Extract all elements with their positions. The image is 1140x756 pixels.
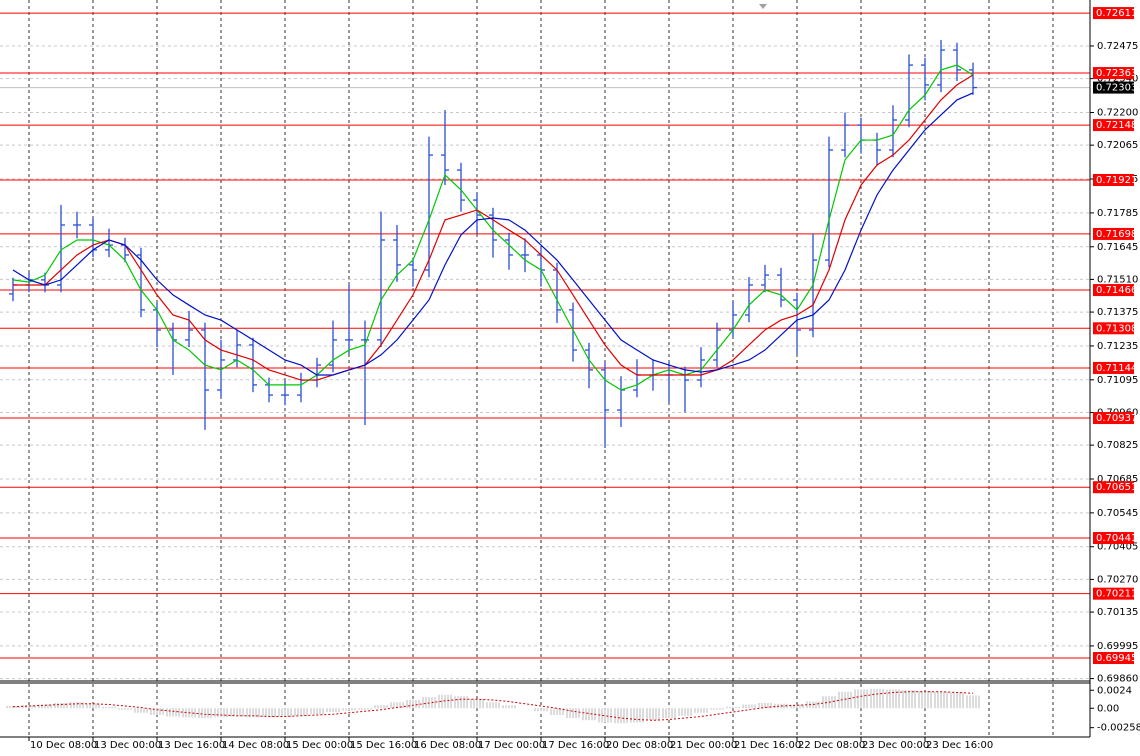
- y-tick-label: 0.72065: [1097, 140, 1138, 151]
- x-tick-label: 21 Dec 16:00: [734, 740, 801, 751]
- last-price-label: 0.72303: [1096, 83, 1137, 94]
- level-label-box: [1093, 227, 1134, 240]
- x-tick-label: 13 Dec 00:00: [94, 740, 161, 751]
- x-tick-label: 23 Dec 16:00: [926, 740, 993, 751]
- level-label: 0.70651: [1096, 482, 1137, 493]
- level-label-box: [1093, 361, 1134, 374]
- last-price-box: [1093, 81, 1134, 94]
- y-tick-label: -0.002586: [1097, 723, 1140, 734]
- level-label: 0.72148: [1096, 120, 1137, 131]
- y-tick-label: 0.71375: [1097, 307, 1138, 318]
- level-label: 0.71144: [1096, 363, 1137, 374]
- level-label: 0.72363: [1096, 68, 1137, 79]
- x-tick-label: 21 Dec 00:00: [670, 740, 737, 751]
- x-tick-label: 20 Dec 08:00: [606, 740, 673, 751]
- level-label: 0.70937: [1096, 413, 1137, 424]
- level-label: 0.71698: [1096, 229, 1137, 240]
- moving-average: [13, 74, 974, 381]
- x-tick-label: 23 Dec 00:00: [862, 740, 929, 751]
- level-label: 0.71921: [1096, 175, 1137, 186]
- x-tick-label: 16 Dec 08:00: [414, 740, 481, 751]
- y-tick-label: 0.70545: [1097, 508, 1138, 519]
- y-tick-label: 0.71235: [1097, 341, 1138, 352]
- x-tick-label: 13 Dec 16:00: [158, 740, 225, 751]
- x-tick-label: 17 Dec 16:00: [542, 740, 609, 751]
- y-tick-label: 0.71645: [1097, 242, 1138, 253]
- moving-average: [12, 92, 974, 376]
- level-label-box: [1093, 7, 1134, 20]
- y-tick-label: 0.70825: [1097, 440, 1138, 451]
- level-label-box: [1093, 652, 1134, 665]
- level-label: 0.69945: [1096, 653, 1137, 664]
- y-tick-label: 0.69995: [1097, 641, 1138, 652]
- y-tick-label: 0.72475: [1097, 41, 1138, 52]
- y-tick-label: 0.71785: [1097, 208, 1138, 219]
- y-tick-label: 0.70135: [1097, 607, 1138, 618]
- level-label: 0.70441: [1096, 533, 1137, 544]
- level-label: 0.72611: [1096, 8, 1137, 19]
- y-tick-label: 0.70685: [1097, 474, 1138, 485]
- level-label: 0.70211: [1096, 589, 1137, 600]
- level-label-box: [1093, 532, 1134, 545]
- y-tick-label: 0.71510: [1097, 274, 1138, 285]
- moving-average: [12, 64, 974, 391]
- x-tick-label: 14 Dec 08:00: [222, 740, 289, 751]
- level-label-box: [1093, 322, 1134, 335]
- y-tick-label: 0.69860: [1097, 674, 1138, 685]
- level-label-box: [1093, 587, 1134, 600]
- y-tick-label: 0.72200: [1097, 107, 1138, 118]
- x-tick-label: 17 Dec 00:00: [478, 740, 545, 751]
- x-tick-label: 22 Dec 08:00: [798, 740, 865, 751]
- y-tick-label: 0.00: [1097, 703, 1119, 714]
- level-label-box: [1093, 284, 1134, 297]
- level-label-box: [1093, 67, 1134, 80]
- level-label-box: [1093, 173, 1134, 186]
- x-tick-label: 10 Dec 08:00: [30, 740, 97, 751]
- level-label-box: [1093, 412, 1134, 425]
- y-tick-label: 0.70270: [1097, 574, 1138, 585]
- level-label-box: [1093, 481, 1134, 494]
- x-tick-label: 15 Dec 00:00: [286, 740, 353, 751]
- y-tick-label: 0.72340: [1097, 74, 1138, 85]
- y-tick-label: 0.71095: [1097, 375, 1138, 386]
- level-label: 0.71466: [1096, 285, 1137, 296]
- y-tick-label: 0.0024: [1097, 685, 1132, 696]
- y-tick-label: 0.70405: [1097, 542, 1138, 553]
- x-tick-label: 15 Dec 16:00: [350, 740, 417, 751]
- level-label: 0.71308: [1096, 323, 1137, 334]
- shift-marker: [759, 4, 767, 9]
- signal-line: [12, 691, 974, 721]
- level-label-box: [1093, 119, 1134, 132]
